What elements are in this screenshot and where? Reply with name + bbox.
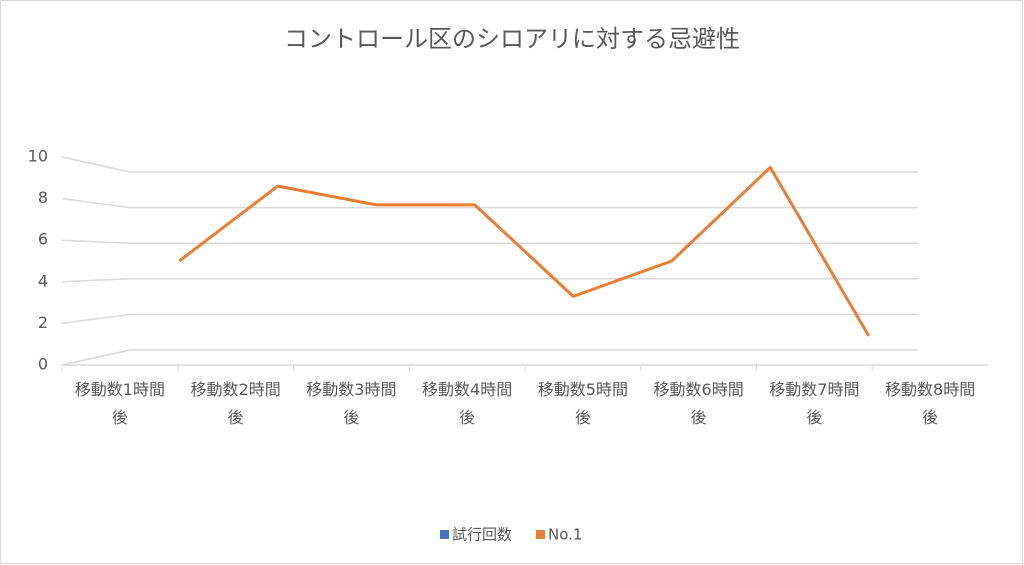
grid-line bbox=[61, 156, 918, 173]
x-tick-label: 移動数8時間後 bbox=[885, 380, 976, 427]
grid-line bbox=[61, 197, 918, 209]
legend-swatch bbox=[440, 530, 449, 539]
x-tick-label: 移動数7時間後 bbox=[769, 380, 860, 427]
legend-label: No.1 bbox=[548, 526, 582, 544]
y-tick-label: 6 bbox=[38, 230, 48, 249]
y-tick-label: 8 bbox=[38, 188, 48, 207]
grid-line bbox=[61, 313, 918, 325]
x-tick-label: 移動数1時間後 bbox=[74, 380, 165, 427]
grid-line bbox=[61, 349, 918, 366]
y-tick-label: 0 bbox=[38, 355, 48, 374]
y-tick-label: 2 bbox=[38, 313, 48, 332]
chart-title: コントロール区のシロアリに対する忌避性 bbox=[284, 25, 740, 53]
x-tick-label: 移動数3時間後 bbox=[306, 380, 397, 427]
x-tick-label: 移動数2時間後 bbox=[190, 380, 281, 427]
line bbox=[178, 165, 871, 337]
x-tick-label: 移動数5時間後 bbox=[537, 380, 628, 427]
legend-swatch bbox=[536, 530, 546, 539]
y-tick-label: 4 bbox=[38, 271, 48, 290]
grid-line bbox=[61, 278, 918, 283]
x-tick-label: 移動数6時間後 bbox=[653, 380, 744, 427]
legend-label: 試行回数 bbox=[452, 526, 512, 544]
grid-line bbox=[61, 239, 918, 244]
y-tick-label: 10 bbox=[28, 147, 48, 166]
x-tick-label: 移動数4時間後 bbox=[422, 380, 513, 427]
